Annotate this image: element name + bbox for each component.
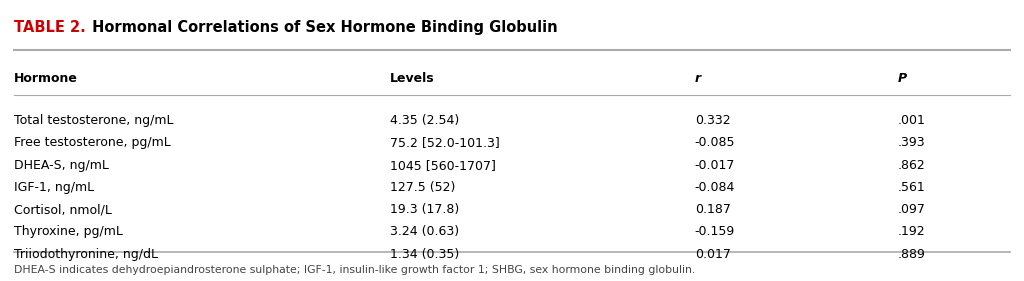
Text: 0.187: 0.187 <box>695 203 731 216</box>
Text: DHEA-S, ng/mL: DHEA-S, ng/mL <box>14 158 110 171</box>
Text: .393: .393 <box>898 136 926 149</box>
Text: Cortisol, nmol/L: Cortisol, nmol/L <box>14 203 113 216</box>
Text: Hormone: Hormone <box>14 72 78 85</box>
Text: .097: .097 <box>898 203 926 216</box>
Text: 4.35 (2.54): 4.35 (2.54) <box>390 114 460 127</box>
Text: .561: .561 <box>898 181 926 194</box>
Text: Total testosterone, ng/mL: Total testosterone, ng/mL <box>14 114 174 127</box>
Text: Triiodothyronine, ng/dL: Triiodothyronine, ng/dL <box>14 248 159 260</box>
Text: 1.34 (0.35): 1.34 (0.35) <box>390 248 460 260</box>
Text: P: P <box>898 72 907 85</box>
Text: -0.017: -0.017 <box>695 158 735 171</box>
Text: .192: .192 <box>898 225 926 238</box>
Text: -0.085: -0.085 <box>695 136 735 149</box>
Text: TABLE 2.: TABLE 2. <box>14 21 86 35</box>
Text: -0.084: -0.084 <box>695 181 735 194</box>
Text: Free testosterone, pg/mL: Free testosterone, pg/mL <box>14 136 171 149</box>
Text: 19.3 (17.8): 19.3 (17.8) <box>390 203 460 216</box>
Text: 3.24 (0.63): 3.24 (0.63) <box>390 225 459 238</box>
Text: 0.332: 0.332 <box>695 114 730 127</box>
Text: .862: .862 <box>898 158 926 171</box>
Text: Levels: Levels <box>390 72 435 85</box>
Text: -0.159: -0.159 <box>695 225 735 238</box>
Text: Hormonal Correlations of Sex Hormone Binding Globulin: Hormonal Correlations of Sex Hormone Bin… <box>87 21 558 35</box>
Text: r: r <box>695 72 701 85</box>
Text: 127.5 (52): 127.5 (52) <box>390 181 456 194</box>
Text: DHEA-S indicates dehydroepiandrosterone sulphate; IGF-1, insulin-like growth fac: DHEA-S indicates dehydroepiandrosterone … <box>14 265 695 275</box>
Text: 1045 [560-1707]: 1045 [560-1707] <box>390 158 496 171</box>
Text: Thyroxine, pg/mL: Thyroxine, pg/mL <box>14 225 123 238</box>
Text: 0.017: 0.017 <box>695 248 731 260</box>
Text: .889: .889 <box>898 248 926 260</box>
Text: IGF-1, ng/mL: IGF-1, ng/mL <box>14 181 94 194</box>
Text: .001: .001 <box>898 114 926 127</box>
Text: 75.2 [52.0-101.3]: 75.2 [52.0-101.3] <box>390 136 500 149</box>
